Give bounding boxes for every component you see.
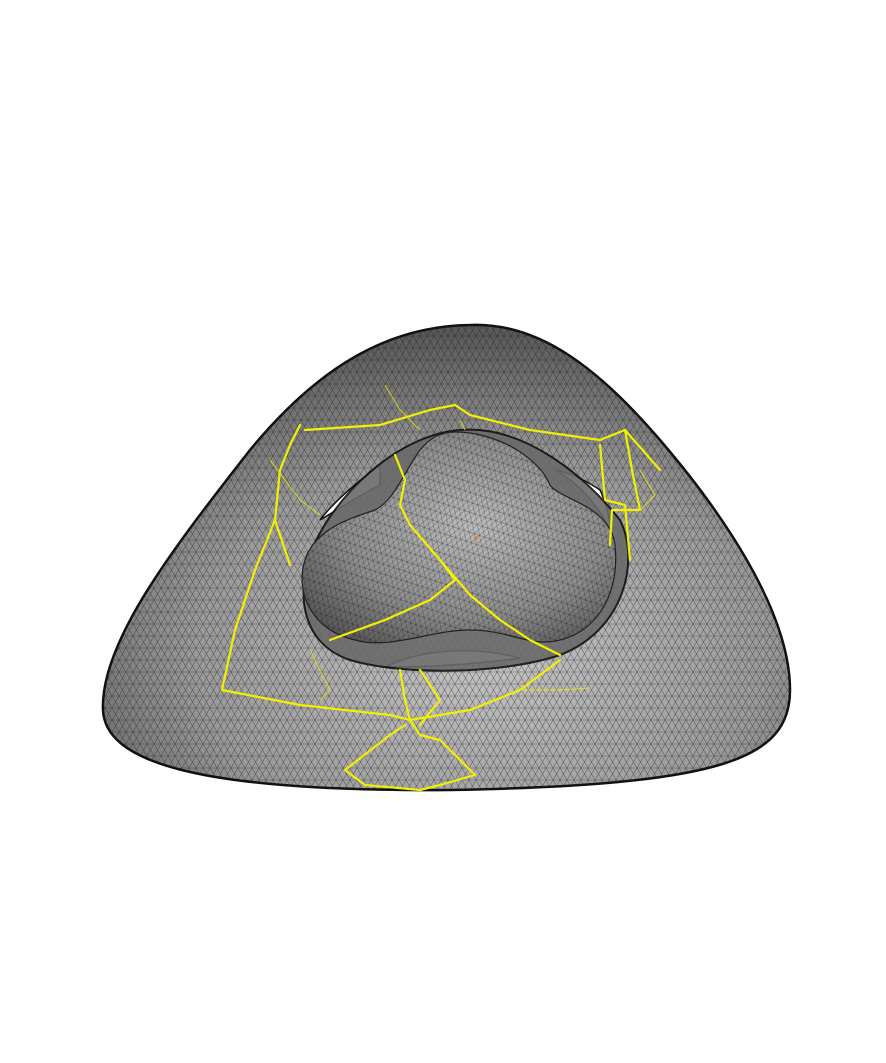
seam-lines (220, 403, 662, 792)
seam-bottom (343, 668, 477, 792)
torus-body (101, 323, 792, 792)
seam-lines-thin (269, 384, 656, 701)
seam-top (273, 403, 662, 567)
inner-core-mesh (302, 432, 616, 643)
seam-right-inner (438, 443, 632, 657)
seam-left (220, 518, 562, 722)
center-marker (474, 536, 478, 540)
